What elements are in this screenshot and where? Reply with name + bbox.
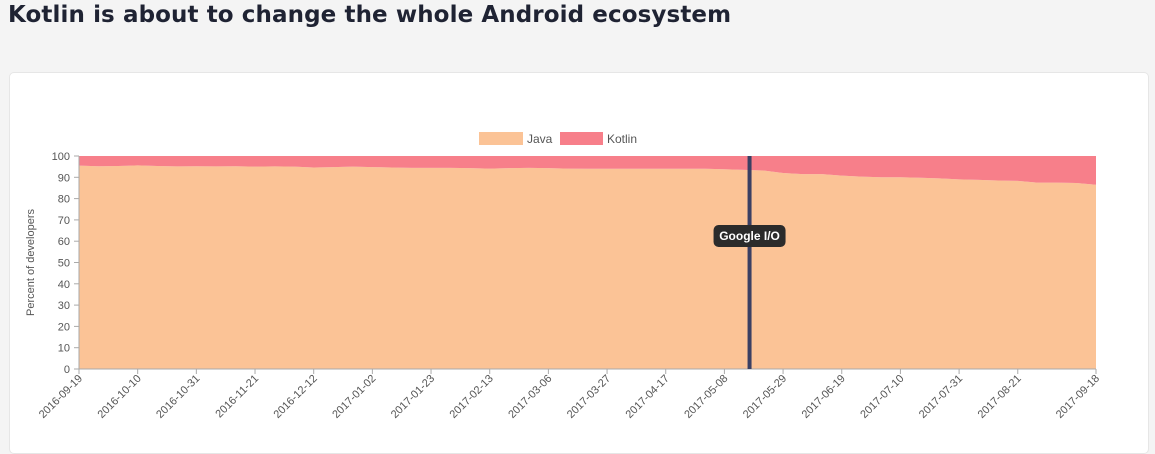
- y-tick-label: 70: [58, 215, 70, 227]
- x-tick-label: 2017-09-18: [1054, 373, 1102, 421]
- x-tick-label: 2016-10-10: [96, 373, 144, 421]
- y-tick-label: 60: [58, 236, 70, 248]
- x-tick-label: 2017-07-31: [917, 373, 965, 421]
- y-tick-label: 30: [58, 300, 70, 312]
- legend: Java Kotlin: [479, 132, 637, 146]
- x-tick-label: 2017-07-10: [858, 373, 906, 421]
- area-series-kotlin[interactable]: [79, 156, 1096, 185]
- y-tick-label: 40: [58, 279, 70, 291]
- y-tick-label: 10: [58, 343, 70, 355]
- x-tick-label: 2017-01-23: [389, 373, 437, 421]
- legend-label-kotlin[interactable]: Kotlin: [607, 132, 637, 146]
- x-tick-label: 2017-01-02: [330, 373, 378, 421]
- chart-areas: [79, 156, 1096, 369]
- y-tick-label: 0: [64, 364, 70, 376]
- y-axis-label: Percent of developers: [25, 208, 37, 316]
- legend-label-java[interactable]: Java: [527, 132, 553, 146]
- stacked-area-chart: Java Kotlin 0 10 20 30 40 50 60 70 80 90 100 2016-09…: [25, 132, 1102, 421]
- x-tick-label: 2017-02-13: [448, 373, 496, 421]
- y-tick-label: 80: [58, 194, 70, 206]
- x-tick-label: 2016-10-31: [154, 373, 202, 421]
- x-tick-label: 2017-05-29: [741, 373, 789, 421]
- x-tick-label: 2017-08-21: [976, 373, 1024, 421]
- y-tick-label: 50: [58, 258, 70, 270]
- x-tick-label: 2016-11-21: [213, 373, 261, 421]
- x-tick-label: 2017-06-19: [800, 373, 848, 421]
- annotation-label-box: [713, 225, 786, 247]
- x-tick-label: 2017-03-27: [565, 373, 613, 421]
- x-tick-label: 2017-05-08: [682, 373, 730, 421]
- annotation-layer: Google I/O: [713, 156, 786, 369]
- annotation-label: Google I/O: [719, 229, 780, 243]
- y-tick-label: 100: [52, 151, 70, 163]
- page-title: Kotlin is about to change the whole Andr…: [8, 2, 732, 28]
- chart-card: Java Kotlin 0 10 20 30 40 50 60 70 80 90 100 2016-09…: [9, 72, 1149, 454]
- legend-swatch-java[interactable]: [479, 132, 523, 145]
- x-tick-label: 2016-12-12: [272, 373, 320, 421]
- x-tick-label: 2017-04-17: [624, 373, 672, 421]
- area-series-java[interactable]: [79, 165, 1096, 369]
- y-tick-label: 20: [58, 321, 70, 333]
- x-tick-label: 2016-09-19: [37, 373, 85, 421]
- x-tick-label: 2017-03-06: [506, 373, 554, 421]
- y-tick-label: 90: [58, 172, 70, 184]
- legend-swatch-kotlin[interactable]: [560, 132, 603, 145]
